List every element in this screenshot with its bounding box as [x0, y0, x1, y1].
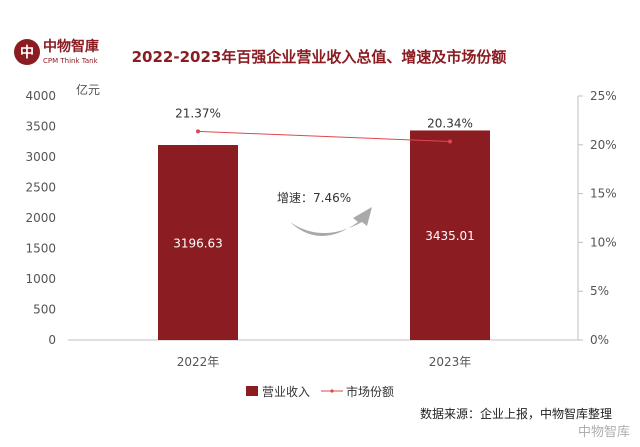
bar-1 [158, 145, 238, 340]
right-tick-label: 10% [590, 235, 617, 249]
right-tick-label: 0% [590, 333, 609, 347]
x-category-label: 2023年 [429, 355, 472, 369]
x-axis-labels: 2022年 2023年 [177, 355, 472, 369]
right-tick-label: 25% [590, 89, 617, 103]
logo-name-en: CPM Think Tank [43, 57, 99, 65]
market-share-series [196, 129, 452, 144]
market-share-point [196, 129, 200, 134]
logo-seal-icon [14, 39, 40, 65]
left-tick-label: 2500 [25, 181, 56, 195]
left-tick-label: 0 [48, 333, 56, 347]
legend-line-label: 市场份额 [346, 384, 394, 399]
right-tick-label: 20% [590, 138, 617, 152]
left-tick-label: 3000 [25, 150, 56, 164]
bar-series [158, 130, 490, 340]
watermark: 中物智库 [578, 424, 630, 440]
market-share-line [197, 130, 451, 142]
left-tick-label: 2000 [25, 211, 56, 225]
left-axis-unit: 亿元 [76, 82, 100, 97]
bar-2 [410, 130, 490, 340]
right-axis-ticks: 0% 5% 10% 15% 20% 25% [578, 89, 617, 347]
bar-value-labels: 3196.63 3435.01 [173, 229, 475, 250]
legend-line-marker [330, 389, 334, 393]
axes: 亿元 [68, 82, 579, 341]
chart-title: 2022-2023年百强企业营业收入总值、增速及市场份额 [132, 48, 507, 66]
bar-value-label: 3435.01 [425, 229, 475, 243]
market-share-labels: 21.37% 20.34% [175, 106, 473, 130]
growth-label: 增速：7.46% [277, 191, 351, 205]
legend-bar-swatch [246, 386, 258, 396]
growth-arrow-icon [290, 207, 372, 236]
left-axis-ticks: 0 500 1000 1500 2000 2500 3000 3500 4000 [25, 89, 56, 347]
market-share-label: 20.34% [427, 116, 473, 130]
source-note: 数据来源：企业上报，中物智库整理 [420, 406, 612, 421]
logo-char: 中 [20, 44, 34, 61]
left-tick-label: 4000 [25, 89, 56, 103]
brand-logo: 中 中物智庫 CPM Think Tank [14, 38, 99, 65]
bar-value-label: 3196.63 [173, 237, 223, 251]
logo-name-cn: 中物智庫 [43, 38, 99, 55]
market-share-label: 21.37% [175, 106, 221, 120]
legend-bar-label: 营业收入 [262, 385, 310, 399]
right-tick-label: 5% [590, 284, 609, 298]
left-tick-label: 1000 [25, 272, 56, 286]
market-share-point [448, 139, 452, 144]
growth-annotation: 增速：7.46% [277, 191, 372, 236]
left-tick-label: 1500 [25, 242, 56, 256]
x-category-label: 2022年 [177, 355, 220, 369]
right-tick-label: 15% [590, 187, 617, 201]
left-tick-label: 500 [33, 303, 56, 317]
left-tick-label: 3500 [25, 120, 56, 134]
legend: 营业收入 市场份额 [246, 384, 394, 399]
